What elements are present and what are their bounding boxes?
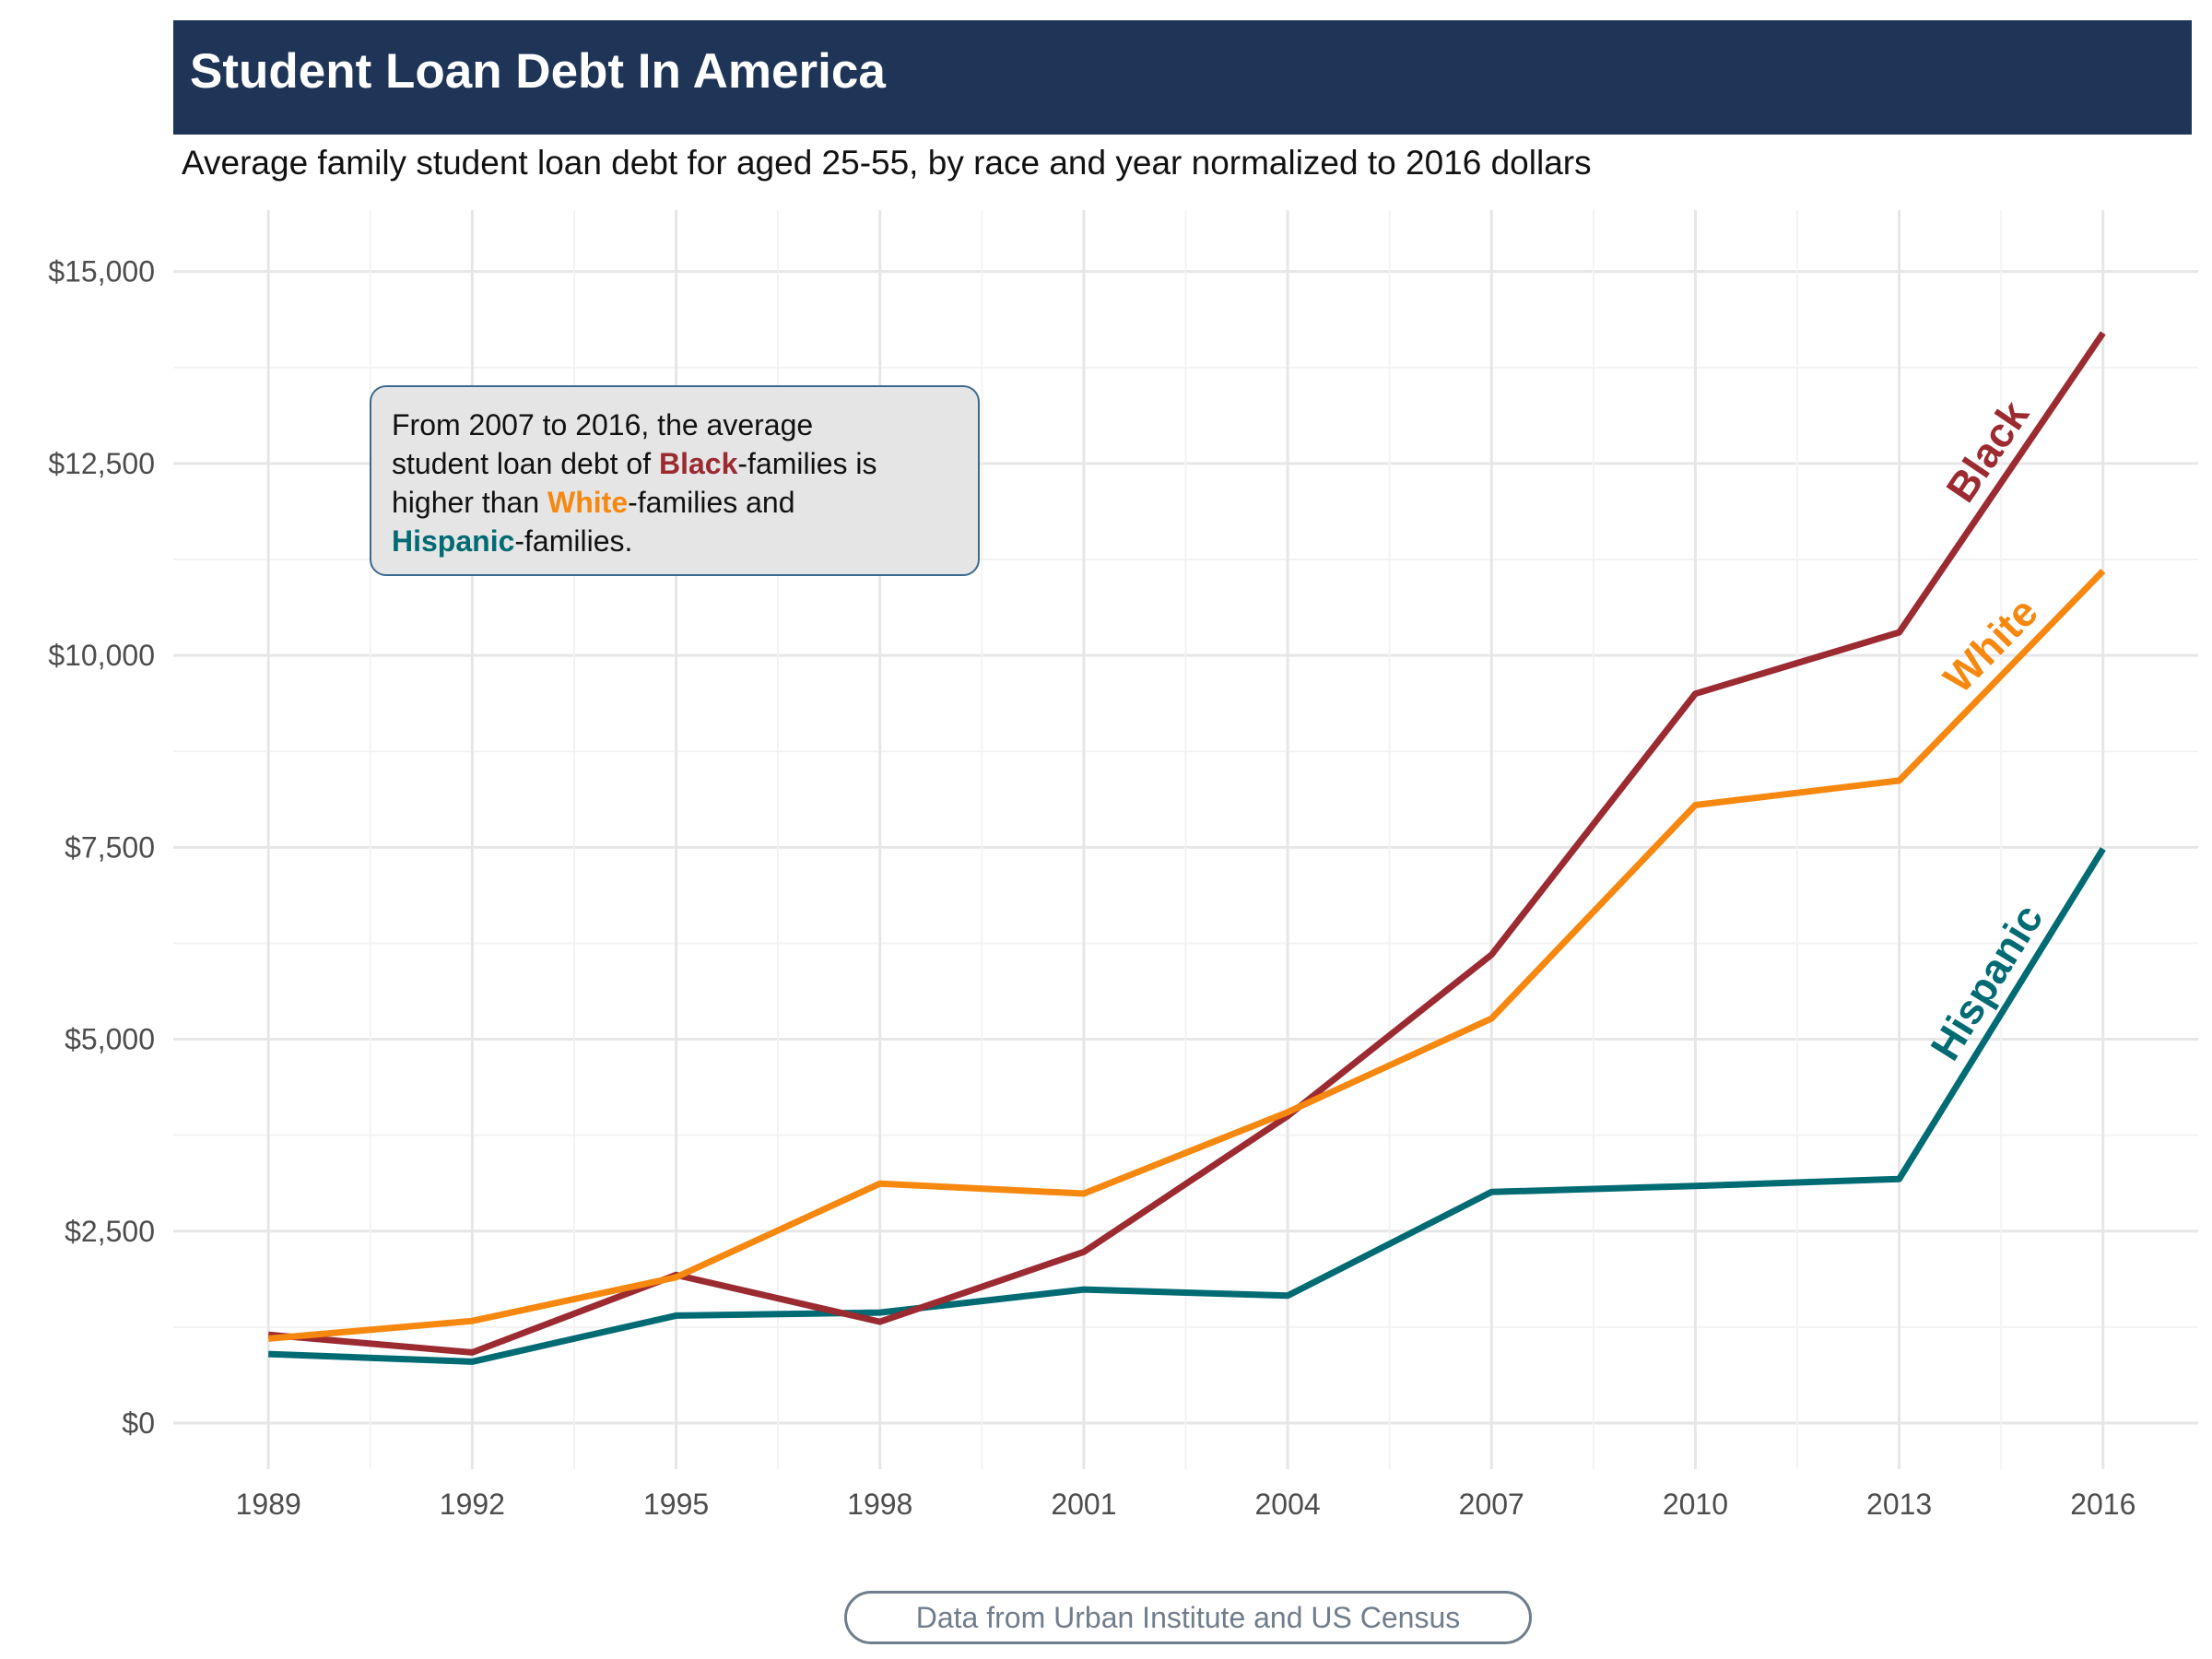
chart-subtitle: Average family student loan debt for age…: [182, 144, 1592, 182]
highlight-white: White: [547, 486, 629, 519]
annotation-line: student loan debt of Black-families is: [392, 444, 958, 483]
y-axis-tick-labels: $0 $2,500 $5,000 $7,500 $10,000 $12,500 $15,00…: [48, 255, 155, 1440]
series-line-hispanic: [268, 847, 2106, 1365]
x-axis-tick-labels: 1989 1992 1995 1998 2001 2004 2007 2010 2013 2016: [236, 1488, 2136, 1521]
x-tick-label: 1998: [847, 1488, 912, 1521]
series-line-white: [267, 569, 2106, 1342]
y-tick-label: $7,500: [65, 830, 155, 864]
highlight-black: Black: [659, 447, 738, 480]
y-tick-label: $0: [122, 1406, 155, 1440]
x-tick-label: 1989: [236, 1488, 301, 1521]
annotation-text: From 2007 to 2016, the average: [392, 408, 814, 441]
annotation-text: -families is: [737, 447, 877, 480]
source-caption: Data from Urban Institute and US Census: [844, 1591, 1532, 1644]
annotation-text: higher than: [392, 486, 548, 519]
y-tick-label: $15,000: [48, 255, 155, 288]
y-tick-label: $10,000: [48, 639, 155, 672]
x-tick-label: 1992: [440, 1488, 505, 1521]
x-tick-label: 2010: [1663, 1488, 1728, 1521]
highlight-hispanic: Hispanic: [392, 524, 515, 558]
title-bar: Student Loan Debt In America: [173, 20, 2192, 135]
x-tick-label: 2004: [1254, 1488, 1320, 1521]
x-tick-label: 1995: [643, 1488, 709, 1521]
annotation-text: -families and: [628, 486, 795, 519]
annotation-box: From 2007 to 2016, the average student l…: [370, 385, 980, 576]
annotation-text: -families.: [514, 524, 633, 558]
y-tick-label: $12,500: [48, 447, 155, 480]
x-tick-label: 2016: [2070, 1488, 2136, 1521]
annotation-line: higher than White-families and: [392, 483, 958, 522]
series-lines: [267, 331, 2106, 1365]
annotation-line: Hispanic-families.: [392, 522, 958, 560]
y-tick-label: $5,000: [65, 1023, 155, 1056]
y-tick-label: $2,500: [65, 1215, 155, 1248]
x-tick-label: 2013: [1866, 1488, 1932, 1521]
x-tick-label: 2001: [1051, 1488, 1116, 1521]
series-line-black: [267, 331, 2106, 1356]
x-tick-label: 2007: [1459, 1488, 1524, 1521]
gridlines: [173, 210, 2198, 1469]
annotation-text: student loan debt of: [392, 447, 659, 480]
chart-title: Student Loan Debt In America: [190, 44, 886, 99]
annotation-line: From 2007 to 2016, the average: [392, 406, 958, 444]
